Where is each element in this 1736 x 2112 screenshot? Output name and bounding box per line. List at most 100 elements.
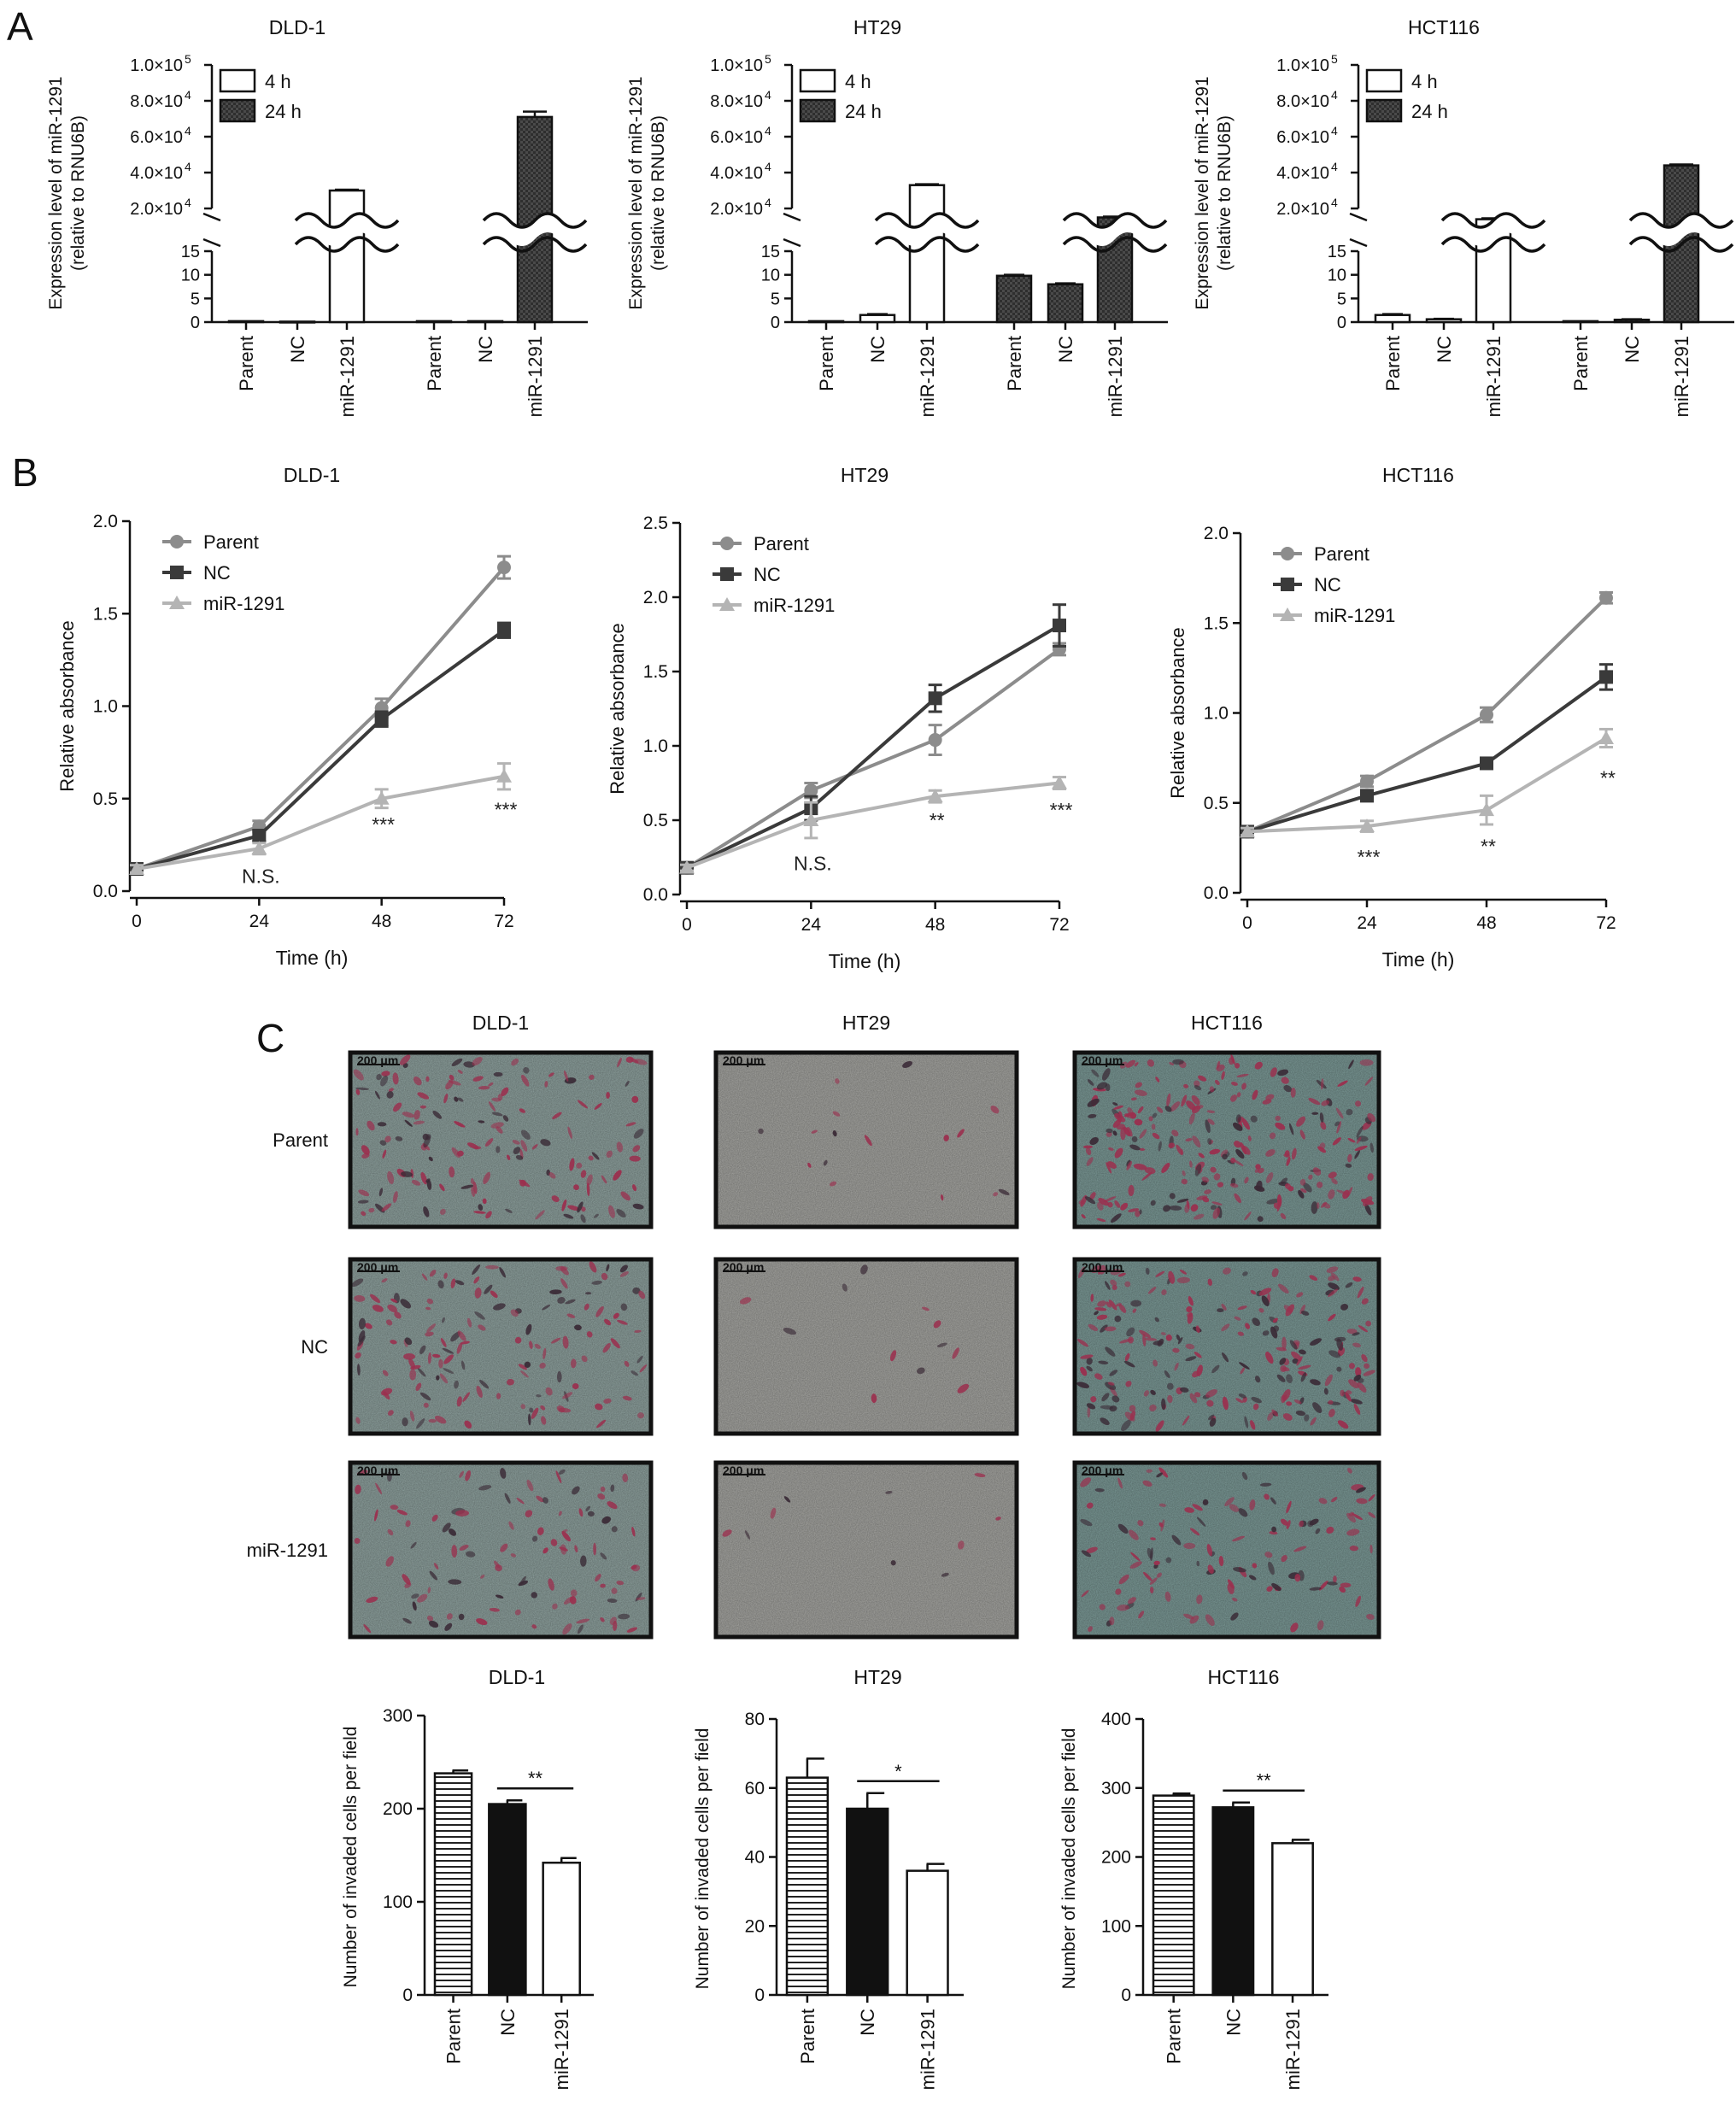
stained-cell [491,1097,501,1102]
stained-cell [387,1304,398,1313]
stained-cell [586,1174,593,1186]
stained-cell [952,1347,959,1359]
stained-cell [1105,1346,1116,1357]
stained-cell [476,1618,488,1626]
stained-cell [490,1122,504,1129]
y-tick-label: 1.0×10 [130,56,183,75]
stained-cell [1096,1082,1108,1090]
stained-cell [463,1061,475,1068]
stained-cell [393,1102,402,1112]
stained-cell [376,1073,382,1081]
stained-cell [1081,1214,1086,1219]
stained-cell [1210,1166,1217,1173]
stained-cell [1271,1268,1279,1277]
stained-cell [1134,1062,1139,1067]
stained-cell [1369,1544,1373,1554]
stained-cell [1128,1184,1135,1197]
stained-cell [562,1392,573,1399]
stained-cell [1087,1079,1094,1086]
stained-cell [1312,1167,1322,1176]
stained-cell [363,1624,372,1634]
stained-cell [1170,1101,1181,1112]
stained-cell [1158,1522,1164,1528]
stained-cell [1241,1082,1246,1090]
stained-cell [1250,1289,1257,1295]
stained-cell [410,1364,421,1370]
stained-cell [1269,1531,1278,1535]
stained-cell [456,1396,462,1407]
data-point-mir1291 [373,790,390,805]
stained-cell [1346,1512,1357,1523]
x-tick-label: NC [867,336,889,363]
stained-cell [381,1278,388,1283]
stained-cell [1164,1370,1170,1378]
stained-cell [832,1111,841,1117]
y-tick-label: 6.0×10 [130,128,183,147]
stained-cell [558,1469,566,1475]
stained-cell [1194,1352,1202,1358]
stained-cell [472,1181,478,1194]
stained-cell [632,1184,637,1192]
stained-cell [531,1624,537,1629]
stained-cell [617,1319,628,1325]
y-tick-label: 1.5 [643,662,668,682]
stained-cell [1315,1528,1321,1534]
stained-cell [1334,1336,1346,1342]
y-tick-label: 100 [1101,1916,1131,1936]
legend-swatch-24h [1365,98,1403,123]
y-tick-label: 2.0×10 [130,200,183,219]
stained-cell [1367,1112,1376,1123]
stained-cell [616,1141,624,1153]
stained-cell [1333,1575,1337,1583]
stained-cell [1135,1082,1142,1088]
stained-cell [552,1603,558,1610]
y-tick-label: 0 [191,314,200,332]
stained-cell [620,1191,630,1201]
axis-break-mark [783,212,801,222]
stained-cell [578,1508,584,1517]
stained-cell [1134,1118,1143,1126]
stained-cell [1272,1317,1278,1323]
stained-cell [1171,1129,1179,1137]
y-tick-label: 2.0×10 [1276,200,1329,219]
stained-cell [1328,1350,1341,1358]
legend-label: 24 h [845,101,882,122]
chart-title: DLD-1 [284,464,340,486]
stained-cell [616,1209,626,1218]
stained-cell [830,1181,837,1187]
stained-cell [428,1418,437,1423]
stained-cell [1245,1323,1250,1329]
x-tick-label: 0 [132,912,142,931]
data-point-nc [928,691,942,706]
stained-cell [457,1330,466,1341]
micrograph: 200 μm [1072,1460,1381,1640]
legend-label: miR-1291 [754,595,835,616]
stained-cell [1205,1388,1217,1398]
stained-cell [608,1205,615,1218]
stained-cell [473,1211,486,1214]
y-tick-exponent: 5 [185,52,191,66]
stained-cell [770,1507,777,1519]
stained-cell [1293,1546,1307,1552]
stained-cell [542,1304,551,1311]
stained-cell [531,1407,539,1419]
stained-cell [1086,1403,1096,1410]
stained-cell [1252,1317,1261,1327]
stained-cell [1286,1500,1292,1514]
stained-cell [1357,1382,1367,1393]
legend-label: 4 h [845,71,871,92]
stained-cell [432,1111,443,1119]
x-tick-label: Parent [1570,336,1592,391]
stained-cell [941,1194,944,1201]
stained-cell [1337,1420,1349,1429]
stained-cell [1249,1499,1256,1511]
legend-label: miR-1291 [1314,605,1395,626]
data-point-parent [1480,707,1493,722]
axis-break-wave [1628,236,1734,253]
bar [433,1772,473,1997]
stained-cell [1328,1282,1340,1291]
stained-cell [625,1122,636,1127]
y-tick-label: 60 [745,1779,765,1798]
y-axis-label: Number of invaded cells per field [693,1728,713,1990]
